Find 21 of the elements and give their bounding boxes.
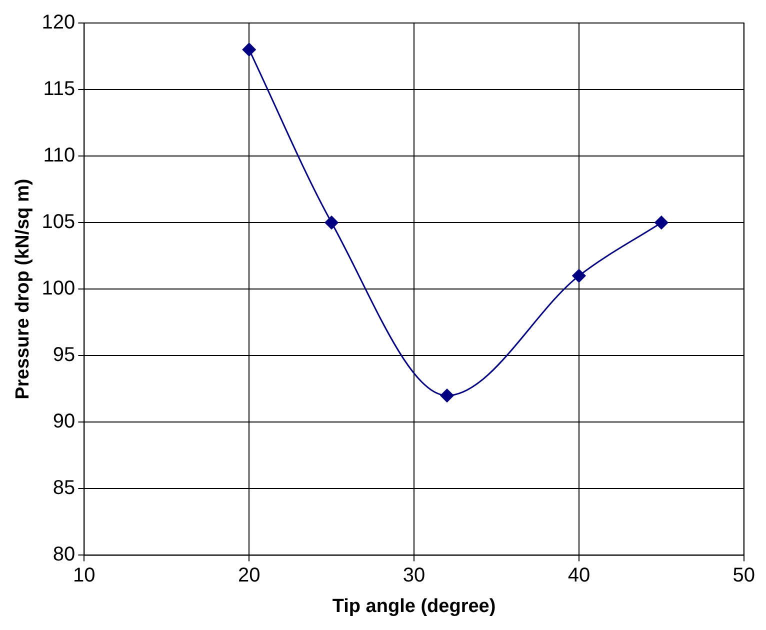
x-tick-label: 20	[238, 564, 260, 587]
x-tick-label: 50	[732, 564, 755, 587]
y-tick-label: 120	[42, 12, 76, 34]
x-tick-label: 10	[73, 564, 96, 587]
point	[440, 388, 454, 402]
y-tick-label: 80	[52, 544, 76, 566]
x-tick-label: 30	[402, 564, 426, 587]
x-axis-title: Tip angle (degree)	[332, 596, 496, 617]
y-tick-label: 85	[52, 477, 76, 500]
point	[572, 269, 586, 283]
y-tick-label: 90	[52, 410, 76, 433]
y-tick-label: 115	[43, 78, 76, 100]
point	[242, 42, 256, 56]
y-axis-title: Pressure drop (kN/sq m)	[12, 178, 34, 400]
y-tick-label: 100	[42, 278, 76, 300]
x-tick-label: 40	[568, 564, 590, 587]
y-tick-label: 110	[43, 144, 76, 167]
y-tick-label: 105	[42, 211, 76, 234]
y-tick-label: 95	[52, 344, 76, 366]
point	[654, 216, 668, 230]
point	[324, 216, 338, 230]
